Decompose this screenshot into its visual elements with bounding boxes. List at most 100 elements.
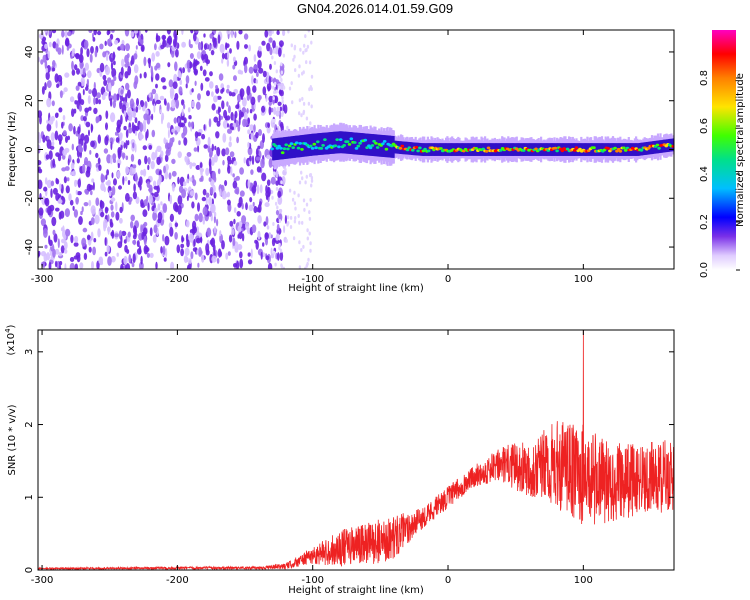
- noise-blob: [63, 176, 67, 184]
- noise-tail: [301, 220, 304, 225]
- noise-blob: [209, 186, 214, 195]
- noise-blob: [160, 44, 165, 50]
- noise-blob: [106, 179, 111, 187]
- noise-blob: [99, 62, 105, 73]
- noise-blob: [150, 160, 155, 170]
- noise-blob: [247, 179, 251, 189]
- noise-tail: [294, 206, 297, 211]
- noise-blob: [189, 61, 192, 69]
- noise-blob: [52, 67, 56, 72]
- snr-panel: -300 -200 -100 0 100 3 2 1 0 Height of straight …: [4, 324, 675, 596]
- ridge-body: [335, 131, 338, 154]
- ridge-body: [621, 143, 624, 156]
- noise-blob: [216, 146, 221, 157]
- noise-blob: [116, 93, 120, 101]
- noise-blob: [183, 117, 187, 124]
- ridge-body: [324, 132, 327, 155]
- noise-blob: [43, 253, 48, 262]
- noise-blob: [157, 211, 163, 221]
- noise-blob: [153, 103, 156, 113]
- noise-blob: [256, 71, 259, 77]
- noise-blob: [91, 178, 95, 183]
- noise-blob: [107, 30, 111, 35]
- noise-blob: [183, 103, 186, 110]
- noise-blob: [238, 230, 243, 240]
- noise-blob: [171, 158, 176, 165]
- noise-tail: [297, 214, 300, 218]
- noise-blob: [151, 151, 156, 161]
- noise-blob: [111, 138, 114, 145]
- noise-tail: [310, 104, 313, 109]
- noise-blob: [160, 246, 163, 254]
- ridge-core: [275, 146, 280, 150]
- noise-blob: [239, 251, 243, 259]
- noise-blob: [90, 190, 93, 196]
- noise-tail: [305, 116, 309, 121]
- noise-blob: [103, 91, 108, 97]
- ridge-core: [423, 147, 427, 151]
- noise-blob: [166, 30, 171, 35]
- noise-blob: [116, 119, 122, 129]
- noise-blob: [143, 199, 148, 207]
- noise-blob: [202, 216, 206, 225]
- colorbar-tick-label: 0.2: [699, 214, 710, 230]
- noise-blob: [175, 48, 179, 58]
- noise-blob: [230, 30, 234, 38]
- noise-blob: [130, 214, 135, 222]
- ridge-body: [322, 132, 324, 155]
- noise-blob: [252, 201, 255, 207]
- noise-blob: [243, 157, 246, 164]
- noise-blob: [125, 43, 130, 52]
- ridge-core: [613, 146, 617, 150]
- noise-blob: [67, 135, 70, 141]
- noise-blob: [71, 69, 76, 76]
- noise-tail: [290, 43, 293, 48]
- noise-blob: [120, 140, 125, 146]
- noise-blob: [48, 261, 52, 269]
- noise-blob: [155, 32, 159, 43]
- noise-blob: [128, 200, 132, 205]
- noise-blob: [230, 166, 233, 176]
- noise-tail: [302, 244, 305, 249]
- noise-blob: [227, 123, 229, 128]
- noise-blob: [124, 176, 128, 182]
- noise-blob: [186, 264, 190, 269]
- noise-blob: [213, 211, 217, 217]
- noise-blob: [197, 93, 201, 101]
- noise-blob: [103, 186, 106, 193]
- ridge-body: [278, 137, 281, 160]
- noise-blob: [203, 124, 206, 131]
- ridge-core: [426, 149, 431, 153]
- noise-blob: [163, 137, 166, 144]
- ridge-core: [671, 144, 674, 148]
- noise-blob: [54, 130, 59, 141]
- noise-tail: [301, 96, 304, 101]
- noise-blob: [194, 80, 197, 87]
- noise-blob: [69, 199, 74, 206]
- ridge-core: [382, 140, 387, 143]
- noise-blob: [47, 50, 50, 59]
- noise-blob: [216, 120, 221, 127]
- noise-blob: [52, 248, 56, 258]
- ridge-core: [368, 146, 373, 150]
- noise-blob: [268, 95, 274, 103]
- ridge-core: [280, 151, 285, 155]
- ridge-body: [429, 143, 432, 156]
- noise-blob: [160, 77, 166, 83]
- noise-blob: [153, 191, 159, 198]
- noise-blob: [253, 65, 258, 70]
- ridge-core: [300, 148, 304, 151]
- noise-tail: [305, 60, 308, 65]
- noise-blob: [193, 226, 197, 234]
- noise-blob: [161, 116, 163, 125]
- snr-series: [38, 330, 674, 570]
- noise-blob: [143, 122, 147, 130]
- noise-blob: [137, 104, 142, 110]
- noise-blob: [168, 79, 174, 88]
- noise-tail: [280, 112, 284, 117]
- ridge-body: [376, 134, 379, 157]
- ridge-body: [330, 132, 333, 154]
- noise-blob: [139, 261, 144, 269]
- noise-blob: [44, 30, 48, 33]
- noise-tail: [306, 44, 310, 49]
